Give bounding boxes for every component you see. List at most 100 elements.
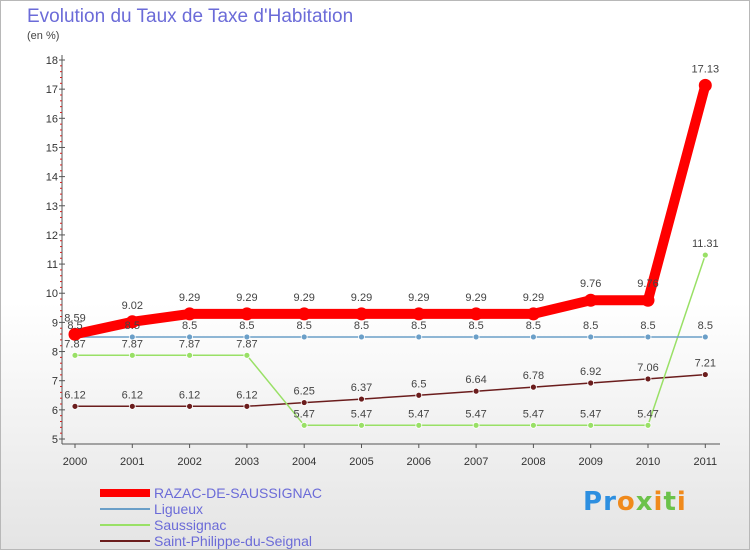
- data-point: [415, 391, 423, 399]
- data-point: [243, 402, 251, 410]
- data-point: [125, 315, 139, 329]
- data-label: 5.47: [351, 408, 372, 420]
- data-label: 9.29: [465, 292, 486, 304]
- data-point: [300, 399, 308, 406]
- data-point: [243, 351, 251, 359]
- data-point: [415, 333, 423, 341]
- data-point: [358, 333, 365, 341]
- data-point: [186, 402, 194, 410]
- data-label: 5.47: [465, 408, 486, 420]
- y-tick-label: 18: [46, 55, 58, 67]
- series-line-3: [74, 373, 707, 408]
- x-tick-label: 2011: [693, 456, 717, 468]
- legend-swatch: [100, 508, 150, 510]
- y-tick-label: 10: [46, 288, 58, 300]
- data-label: 6.92: [580, 366, 601, 378]
- data-point: [358, 395, 365, 403]
- x-tick-label: 2001: [120, 456, 144, 468]
- logo-letter: x: [635, 487, 654, 517]
- data-point: [415, 421, 423, 429]
- data-label: 8.5: [640, 320, 655, 332]
- data-label: 17.13: [692, 63, 720, 75]
- y-tick-label: 5: [52, 434, 58, 446]
- data-point: [526, 307, 540, 321]
- y-tick-label: 15: [46, 142, 58, 154]
- logo-letter: i: [653, 487, 664, 517]
- data-label: 8.5: [583, 320, 598, 332]
- data-label: 8.5: [411, 320, 426, 332]
- data-label: 6.37: [351, 382, 372, 394]
- x-tick-label: 2007: [464, 456, 488, 468]
- chart-title: Evolution du Taux de Taxe d'Habitation: [27, 6, 354, 27]
- data-point: [701, 371, 709, 378]
- data-point: [587, 421, 595, 429]
- data-label: 7.21: [695, 358, 716, 370]
- y-tick-label: 9: [52, 317, 58, 329]
- data-label: 7.87: [122, 338, 143, 350]
- data-point: [644, 421, 652, 429]
- data-label: 6.78: [523, 370, 544, 382]
- data-label: 6.12: [236, 389, 257, 401]
- data-label: 8.5: [125, 320, 140, 332]
- data-point: [530, 383, 537, 391]
- x-tick-label: 2008: [521, 456, 545, 468]
- series-line-2: [74, 254, 707, 427]
- data-point: [183, 307, 197, 321]
- data-label: 9.76: [580, 278, 601, 290]
- data-label: 7.87: [236, 338, 257, 350]
- data-point: [68, 327, 82, 341]
- series-line-0: [70, 80, 711, 340]
- data-label: 8.5: [526, 320, 541, 332]
- data-label: 6.5: [411, 378, 426, 390]
- data-label: 8.5: [182, 320, 197, 332]
- data-label: 5.47: [580, 408, 601, 420]
- data-point: [240, 307, 254, 321]
- data-label: 5.47: [408, 408, 429, 420]
- legend-label: Saint-Philippe-du-Seignal: [154, 533, 312, 549]
- x-tick-label: 2000: [63, 456, 87, 468]
- data-point: [186, 333, 194, 341]
- proxiti-logo-text: Proxiti: [583, 487, 687, 517]
- legend-label: Ligueux: [154, 501, 204, 517]
- logo-letter: o: [616, 487, 636, 517]
- data-label: 9.29: [351, 292, 372, 304]
- data-label: 9.29: [293, 292, 314, 304]
- data-point: [587, 333, 595, 341]
- data-label: 5.47: [293, 408, 314, 420]
- data-point: [641, 293, 655, 307]
- data-point: [71, 402, 79, 410]
- data-label: 8.5: [297, 320, 312, 332]
- data-point: [358, 421, 365, 429]
- logo-letter: r: [603, 487, 617, 517]
- data-point: [128, 351, 136, 359]
- data-point: [472, 333, 480, 341]
- data-point: [698, 78, 712, 92]
- data-point: [186, 351, 194, 359]
- data-label: 8.5: [468, 320, 483, 332]
- logo-letter: i: [676, 487, 687, 517]
- y-tick-label: 13: [46, 201, 58, 213]
- data-point: [469, 307, 483, 321]
- data-label: 8.5: [239, 320, 254, 332]
- data-point: [128, 333, 136, 341]
- x-tick-label: 2009: [578, 456, 602, 468]
- data-point: [644, 333, 652, 341]
- logo-letter: t: [663, 487, 677, 517]
- data-label: 6.25: [293, 386, 314, 398]
- data-label: 7.87: [64, 338, 85, 350]
- data-label: 8.59: [64, 312, 85, 324]
- x-tick-label: 2002: [177, 456, 201, 468]
- data-point: [300, 333, 308, 341]
- x-tick-label: 2004: [292, 456, 316, 468]
- data-label: 6.12: [122, 389, 143, 401]
- legend-swatch: [100, 524, 150, 526]
- data-point: [71, 351, 79, 359]
- data-label: 9.29: [179, 292, 200, 304]
- data-label: 7.06: [637, 362, 658, 374]
- data-label: 8.5: [354, 320, 369, 332]
- y-tick-label: 6: [52, 405, 58, 417]
- data-point: [243, 333, 251, 341]
- data-label: 6.12: [179, 389, 200, 401]
- data-point: [472, 387, 480, 395]
